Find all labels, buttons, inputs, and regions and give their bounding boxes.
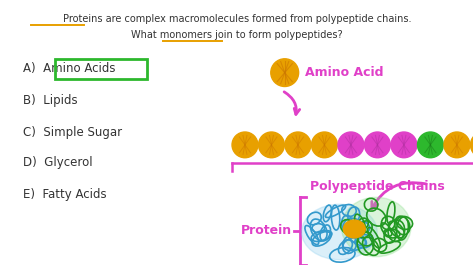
Circle shape <box>391 132 417 158</box>
Circle shape <box>338 132 364 158</box>
Text: What monomers join to form polypeptides?: What monomers join to form polypeptides? <box>131 30 343 40</box>
Text: Amino Acid: Amino Acid <box>305 66 383 79</box>
Text: Protein: Protein <box>240 225 292 238</box>
Circle shape <box>311 132 337 158</box>
Circle shape <box>232 132 258 158</box>
Circle shape <box>271 59 299 86</box>
Text: E)  Fatty Acids: E) Fatty Acids <box>23 188 107 201</box>
Circle shape <box>418 132 443 158</box>
Circle shape <box>365 132 391 158</box>
Text: Polypeptide Chains: Polypeptide Chains <box>310 181 445 193</box>
Ellipse shape <box>341 197 411 257</box>
Ellipse shape <box>343 220 365 238</box>
Ellipse shape <box>301 204 377 260</box>
Text: B)  Lipids: B) Lipids <box>23 94 78 107</box>
Text: Proteins are complex macromolecules formed from polypeptide chains.: Proteins are complex macromolecules form… <box>63 14 411 24</box>
Text: C)  Simple Sugar: C) Simple Sugar <box>23 126 122 139</box>
Circle shape <box>285 132 311 158</box>
Text: A)  Amino Acids: A) Amino Acids <box>23 62 116 75</box>
Text: D)  Glycerol: D) Glycerol <box>23 156 93 169</box>
Circle shape <box>444 132 470 158</box>
Circle shape <box>258 132 284 158</box>
Circle shape <box>471 132 474 158</box>
